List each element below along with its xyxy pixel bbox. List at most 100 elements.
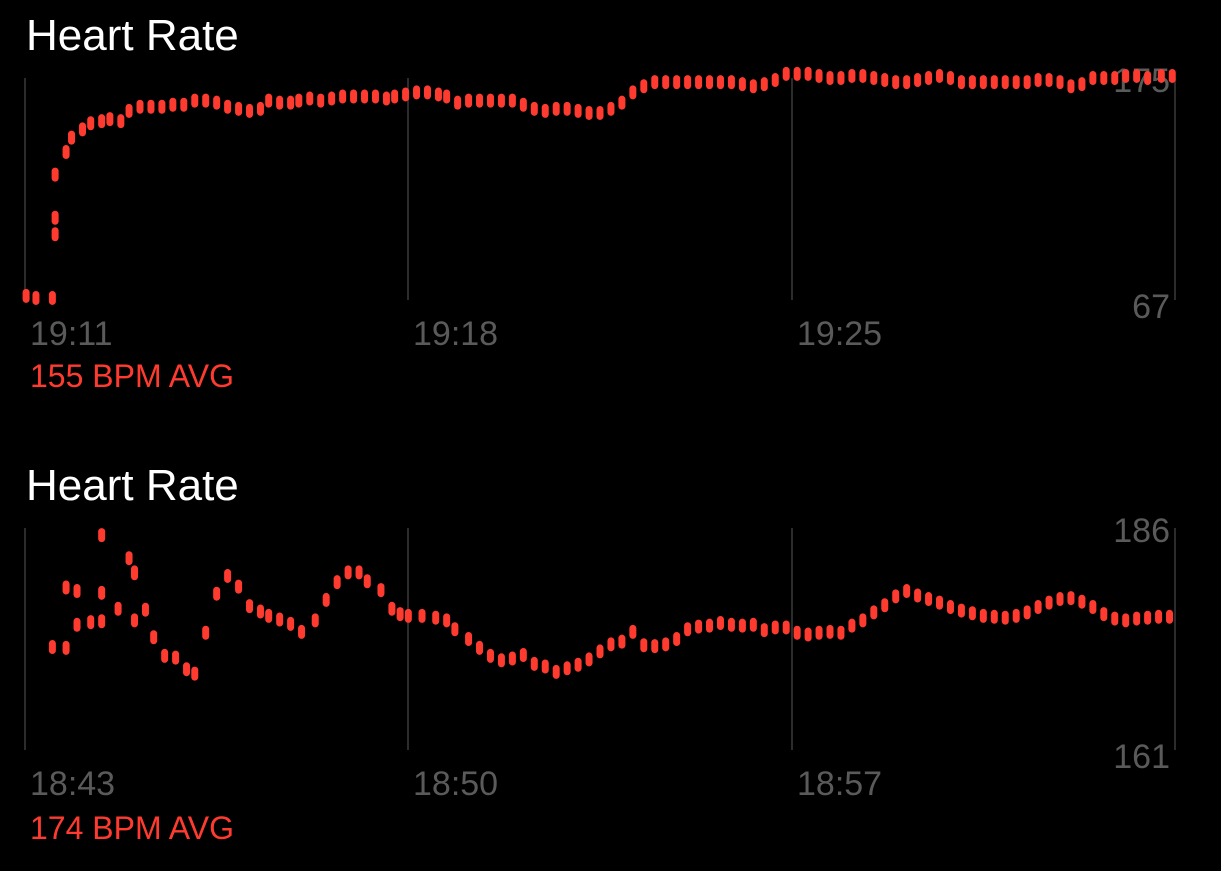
- data-point: [552, 101, 560, 116]
- heart-rate-chart[interactable]: 18:43 18:50 18:57 186 161: [0, 510, 1221, 870]
- data-point: [837, 71, 845, 85]
- data-point: [651, 75, 659, 90]
- data-point: [404, 608, 412, 623]
- data-point: [497, 93, 505, 108]
- data-point: [662, 75, 670, 90]
- data-point: [1012, 75, 1020, 90]
- data-point: [295, 93, 303, 108]
- data-point: [1001, 75, 1009, 90]
- data-point: [1089, 71, 1097, 85]
- data-point: [684, 622, 692, 637]
- data-point: [826, 71, 834, 85]
- data-point: [32, 290, 40, 305]
- data-point: [563, 661, 571, 676]
- data-point: [519, 647, 527, 662]
- data-point: [859, 68, 867, 83]
- data-point: [1023, 75, 1031, 90]
- data-point: [662, 637, 670, 652]
- data-point: [388, 601, 396, 616]
- data-point: [673, 75, 681, 90]
- data-point: [317, 93, 325, 108]
- data-point: [62, 145, 70, 159]
- data-point: [202, 625, 210, 640]
- data-point: [1111, 611, 1119, 626]
- data-point: [48, 290, 56, 305]
- data-point: [131, 613, 139, 628]
- data-point: [881, 598, 889, 613]
- x-tick-label: 18:57: [797, 765, 882, 803]
- data-point: [451, 622, 459, 637]
- data-point: [629, 85, 637, 100]
- x-tick-label: 18:50: [413, 765, 498, 803]
- data-point: [287, 95, 295, 110]
- data-point: [892, 75, 900, 90]
- data-point: [1056, 592, 1064, 607]
- data-point: [519, 97, 527, 112]
- data-point: [344, 565, 352, 580]
- data-point: [432, 610, 440, 625]
- data-point: [508, 651, 516, 666]
- x-tick-label: 19:11: [30, 315, 113, 353]
- data-point: [150, 630, 158, 645]
- data-series: [48, 528, 1174, 681]
- data-point: [62, 640, 70, 655]
- x-tick-label: 18:43: [30, 765, 115, 803]
- data-point: [62, 580, 70, 595]
- data-point: [147, 99, 155, 114]
- data-point: [169, 97, 177, 112]
- data-point: [322, 592, 330, 607]
- data-point: [1144, 610, 1152, 625]
- data-point: [738, 77, 746, 92]
- data-point: [979, 608, 987, 623]
- data-point: [793, 625, 801, 640]
- data-point: [246, 599, 254, 614]
- x-tick-label: 19:25: [797, 315, 882, 353]
- data-point: [497, 653, 505, 668]
- data-point: [574, 103, 582, 118]
- data-point: [684, 75, 692, 90]
- data-point: [377, 583, 385, 598]
- data-point: [391, 89, 399, 104]
- data-point: [443, 613, 451, 628]
- data-point: [443, 89, 451, 104]
- data-point: [706, 75, 714, 90]
- data-point: [914, 588, 922, 603]
- data-point: [355, 565, 363, 580]
- data-point: [106, 112, 114, 127]
- data-point: [563, 101, 571, 116]
- data-point: [350, 89, 358, 104]
- data-point: [990, 75, 998, 90]
- data-point: [848, 68, 856, 83]
- average-bpm-label: 174 BPM AVG: [30, 810, 234, 846]
- data-point: [716, 75, 724, 90]
- data-point: [235, 101, 243, 116]
- data-point: [695, 619, 703, 634]
- data-point: [98, 528, 106, 543]
- data-point: [815, 68, 823, 83]
- data-point: [265, 93, 273, 108]
- data-point: [1133, 68, 1141, 83]
- data-point: [161, 648, 169, 663]
- data-point: [287, 616, 295, 631]
- data-point: [476, 640, 484, 655]
- average-bpm-label: 155 BPM AVG: [30, 358, 234, 394]
- data-point: [1056, 75, 1064, 90]
- data-point: [607, 637, 615, 652]
- data-point: [508, 93, 516, 108]
- data-point: [51, 167, 59, 182]
- data-point: [1045, 595, 1053, 610]
- data-point: [51, 227, 59, 242]
- panel-title: Heart Rate: [26, 461, 239, 510]
- data-point: [782, 620, 790, 635]
- data-point: [333, 575, 341, 590]
- data-point: [79, 122, 86, 137]
- data-point: [782, 66, 790, 81]
- data-point: [125, 551, 133, 566]
- data-point: [804, 627, 812, 642]
- data-point: [396, 607, 404, 622]
- data-point: [771, 620, 779, 635]
- data-point: [946, 71, 954, 85]
- data-point: [892, 589, 900, 604]
- data-point: [465, 93, 473, 108]
